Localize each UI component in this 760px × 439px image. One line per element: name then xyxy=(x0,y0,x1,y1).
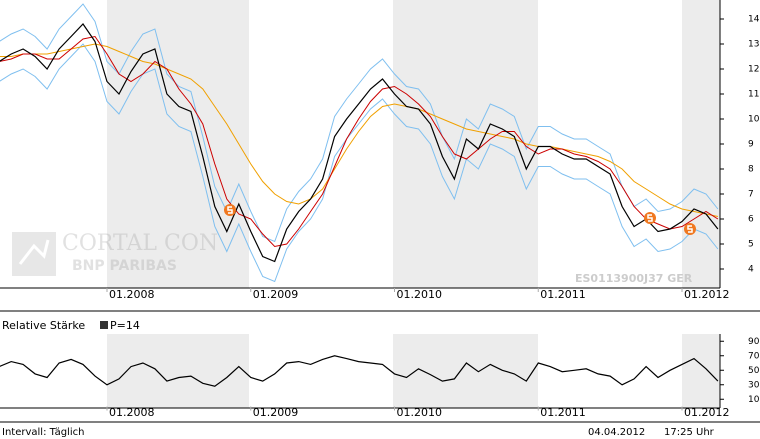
y-tick-label: 13 xyxy=(748,40,759,50)
series-line xyxy=(0,43,719,217)
x-tick-label: 01.2012 xyxy=(684,406,730,419)
interval: Intervall: Täglich xyxy=(2,427,84,438)
x-tick-label: 01.2008 xyxy=(109,288,155,301)
x-tick-label: 01.2010 xyxy=(397,406,443,419)
x-tick-label: 01.2008 xyxy=(109,406,155,419)
legend-swatch xyxy=(100,321,108,329)
y-tick-label: 10 xyxy=(748,115,760,125)
y-tick-label: 14 xyxy=(748,15,760,25)
y-tick-label: 11 xyxy=(748,90,759,100)
series-line xyxy=(0,355,719,387)
y-tick-label: 9 xyxy=(748,140,754,150)
rsi-title: Relative Stärke xyxy=(2,319,85,332)
x-tick-label: 01.2011 xyxy=(540,288,586,301)
series-line xyxy=(0,43,719,283)
date: 04.04.2012 xyxy=(588,427,645,438)
symbol-label: ES0113900J37 GER xyxy=(575,272,693,285)
y-tick-label: 70 xyxy=(748,351,760,361)
shading xyxy=(107,0,720,408)
y-tick-label: 5 xyxy=(748,240,754,250)
x-tick-label: 01.2009 xyxy=(253,406,299,419)
x-tick-label: 01.2011 xyxy=(540,406,586,419)
legend-label: P=14 xyxy=(110,319,140,332)
x-tick-label: 01.2009 xyxy=(253,288,299,301)
y-tick-label: 90 xyxy=(748,337,760,347)
y-tick-label: 7 xyxy=(748,190,754,200)
watermark-brand: CORTAL CON xyxy=(62,231,218,256)
x-tick-label: 01.2012 xyxy=(684,288,730,301)
y-tick-label: 8 xyxy=(748,165,754,175)
y-tick-label: 50 xyxy=(748,366,760,376)
watermark: CORTAL CON BNP PARIBAS xyxy=(12,231,218,276)
x-tick-label: 01.2010 xyxy=(397,288,443,301)
y-tick-label: 30 xyxy=(748,380,760,390)
watermark-bank: BNP PARIBAS xyxy=(72,258,177,274)
y-tick-label: 6 xyxy=(748,215,754,225)
y-tick-label: 4 xyxy=(748,265,754,275)
time: 17:25 Uhr xyxy=(664,427,715,438)
signal-icons xyxy=(224,204,696,235)
series-line xyxy=(0,35,719,248)
series-line xyxy=(0,23,719,263)
y-tick-label: 10 xyxy=(748,395,760,405)
plot: 01.2008 01.2009 01.2010 01.2011 01.2012 4 5 6 7 8… xyxy=(0,3,760,419)
y-tick-label: 12 xyxy=(748,65,759,75)
